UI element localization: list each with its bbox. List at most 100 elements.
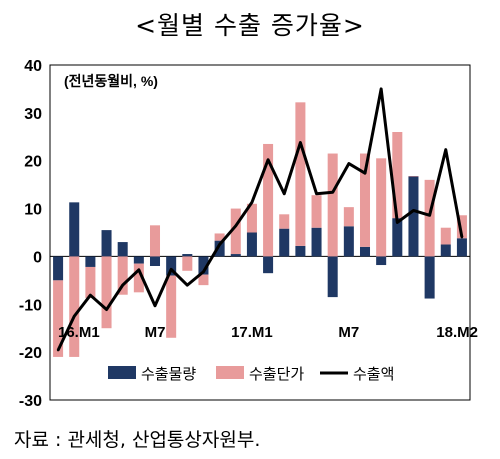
volume-bar-17.M4 (295, 245, 306, 257)
export-value-point-16.M8 (169, 268, 173, 271)
volume-bar-16.M10 (198, 256, 209, 275)
price-bar-17.M8 (359, 153, 371, 247)
price-bar-16.M1 (53, 280, 64, 357)
volume-bar-17.M1 (246, 232, 257, 257)
price-bar-18.M2 (456, 215, 467, 239)
y-tick-label: 10 (24, 202, 42, 219)
export-value-point-16.M3 (89, 293, 92, 297)
price-bar-16.M6 (133, 263, 144, 293)
export-value-point-16.M2 (73, 315, 76, 318)
volume-bar-16.M3 (85, 256, 96, 267)
y-tick-label: 20 (24, 154, 42, 171)
export-value-point-17.M6 (331, 191, 334, 194)
export-value-point-16.M11 (218, 243, 221, 246)
export-value-point-16.M7 (153, 304, 157, 307)
volume-bar-16.M4 (101, 230, 112, 257)
legend-swatch (108, 366, 136, 379)
volume-bar-17.M6 (327, 256, 338, 298)
volume-bar-17.M11 (408, 176, 419, 257)
bars-layer (53, 102, 467, 357)
volume-bar-17.M2 (263, 256, 274, 274)
export-value-point-17.M4 (299, 141, 302, 144)
volume-bar-17.M3 (279, 228, 290, 257)
legend-swatch (216, 366, 244, 379)
export-value-point-16.M6 (137, 268, 141, 272)
export-value-point-17.M5 (315, 192, 318, 195)
price-bar-16.M12 (230, 208, 241, 255)
plot-frame (49, 64, 471, 401)
price-bar-17.M11 (408, 176, 419, 177)
volume-bar-17.M12 (424, 256, 435, 299)
volume-bar-16.M1 (53, 256, 64, 281)
legend-label: 수출액 (353, 366, 394, 383)
price-bar-17.M4 (295, 102, 306, 246)
price-bar-17.M10 (392, 132, 403, 219)
export-value-point-16.M12 (234, 224, 237, 227)
price-bar-16.M2 (69, 256, 80, 357)
export-value-point-17.M12 (428, 214, 431, 217)
price-bar-16.M5 (117, 256, 128, 295)
source-note: 자료 : 관세청, 산업통상자원부. (14, 429, 261, 451)
volume-bar-17.M5 (311, 227, 322, 257)
volume-bar-18.M1 (440, 244, 451, 257)
unit-label: (전년동월비, %) (64, 73, 158, 89)
y-tick-label: 40 (24, 58, 42, 75)
legend: 수출물량 수출단가 수출액 (108, 366, 394, 383)
price-bar-16.M3 (85, 266, 96, 299)
legend-label: 수출단가 (249, 366, 304, 383)
volume-bar-16.M9 (182, 254, 193, 257)
volume-bar-16.M12 (230, 254, 241, 257)
x-tick-label: M7 (145, 324, 166, 341)
y-tick-label: -30 (19, 393, 42, 410)
price-bar-16.M11 (214, 233, 225, 241)
volume-bar-16.M7 (149, 256, 161, 266)
x-tick-label: 17.M1 (231, 324, 273, 341)
y-tick-label: 30 (24, 106, 42, 123)
y-tick-label: -20 (19, 345, 42, 362)
legend-label: 수출물량 (141, 366, 196, 383)
volume-bar-16.M11 (214, 240, 225, 257)
y-tick-labels: 40 30 20 10 0 -10 -20 -30 (19, 58, 42, 410)
x-tick-labels: 16.M1 M7 17.M1 M7 18.M2 (58, 324, 478, 341)
price-bar-17.M2 (263, 143, 274, 257)
x-tick-label: 16.M1 (58, 324, 100, 341)
volume-bar-17.M9 (376, 256, 387, 266)
export-value-line (56, 87, 464, 351)
export-value-point-16.M5 (121, 283, 124, 287)
x-tick-label: M7 (338, 324, 359, 341)
volume-bar-18.M2 (456, 238, 467, 257)
export-value-point-17.M8 (363, 171, 367, 175)
line-layer (56, 87, 464, 352)
price-bar-17.M1 (246, 203, 257, 233)
export-value-point-16.M10 (202, 270, 205, 273)
volume-bar-16.M8 (166, 256, 177, 276)
chart-title: <월별 수출 증가율> (135, 11, 365, 40)
price-bar-17.M6 (327, 153, 338, 257)
price-bar-16.M8 (166, 275, 177, 338)
volume-bar-17.M7 (343, 226, 354, 257)
export-value-point-17.M10 (396, 221, 399, 224)
export-growth-chart: 40 30 20 10 0 -10 -20 -30 16.M1 M7 17.M1 M7 18.M2 (… (19, 58, 478, 410)
export-value-point-16.M9 (186, 283, 189, 287)
price-bar-17.M3 (279, 214, 290, 229)
export-value-point-17.M2 (266, 158, 270, 161)
volume-bar-16.M2 (69, 202, 80, 257)
y-tick-label: 0 (33, 249, 42, 266)
export-value-point-17.M3 (283, 192, 286, 195)
price-bar-16.M4 (101, 256, 112, 329)
export-value-point-17.M11 (412, 209, 415, 212)
export-value-point-17.M9 (379, 87, 383, 91)
volume-bar-16.M6 (133, 256, 144, 264)
price-bar-17.M7 (343, 207, 354, 227)
export-value-point-18.M2 (460, 236, 464, 239)
y-tick-label: -10 (19, 297, 42, 314)
price-bar-16.M9 (182, 256, 193, 271)
price-bar-17.M9 (376, 158, 387, 257)
price-bar-16.M10 (198, 274, 209, 286)
price-bar-16.M7 (149, 225, 161, 257)
export-value-point-17.M1 (250, 201, 254, 204)
x-tick-label: 18.M2 (436, 324, 478, 341)
price-bar-18.M1 (440, 227, 451, 245)
volume-bar-17.M8 (359, 246, 371, 257)
export-value-point-16.M1 (56, 349, 60, 352)
